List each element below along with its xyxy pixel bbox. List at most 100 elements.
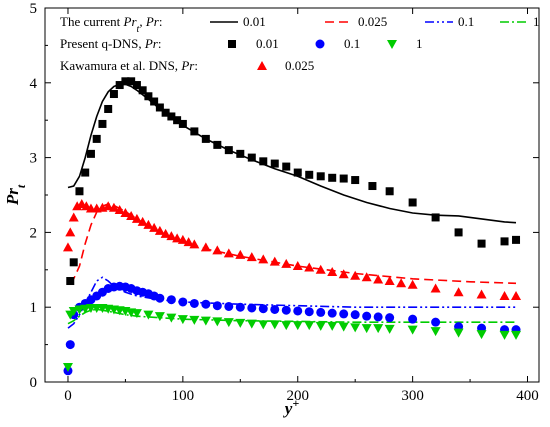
data-point [258, 304, 268, 314]
legend-marker [315, 39, 325, 49]
data-point [246, 252, 257, 262]
data-point [293, 168, 302, 177]
legend-marker-label: 0.1 [344, 36, 360, 51]
data-point [143, 310, 154, 320]
data-point [173, 116, 182, 125]
data-point [384, 324, 395, 334]
axis-titles: y+ Prt [3, 184, 299, 418]
data-point [281, 321, 292, 331]
data-point [120, 207, 131, 217]
data-point [385, 187, 394, 196]
data-point [235, 318, 246, 328]
data-point [373, 274, 384, 284]
data-point [259, 157, 268, 166]
data-point [454, 228, 463, 237]
data-point [178, 119, 187, 128]
data-point [92, 134, 101, 143]
data-point [172, 233, 183, 243]
data-point [328, 173, 337, 182]
legend-marker [257, 61, 267, 70]
data-point [500, 237, 509, 246]
data-point [281, 258, 292, 268]
legend-marker-label: 1 [416, 36, 423, 51]
data-point [476, 289, 487, 299]
data-point [223, 318, 234, 328]
data-point [396, 278, 407, 288]
data-point [270, 304, 280, 314]
data-point [368, 182, 377, 191]
data-point [431, 317, 441, 327]
line-series-pr-0_1 [67, 276, 516, 329]
data-point [126, 210, 137, 220]
data-point [512, 235, 521, 244]
data-point [338, 322, 349, 332]
data-point [189, 239, 200, 249]
data-point [270, 159, 279, 168]
data-point [167, 112, 176, 121]
data-point [292, 321, 303, 331]
data-point [201, 134, 210, 143]
data-point [160, 228, 171, 238]
legend-row-model: The current Prt, Pr: [60, 14, 162, 35]
data-point [66, 277, 75, 286]
data-point [143, 219, 154, 229]
data-point [246, 319, 257, 329]
data-point [166, 295, 176, 305]
data-point [247, 153, 256, 162]
data-point [293, 306, 303, 316]
data-point [223, 248, 234, 258]
data-point [339, 174, 348, 183]
data-point [350, 270, 361, 280]
y-tick-label: 1 [30, 300, 38, 316]
data-point [269, 320, 280, 330]
data-point [327, 321, 338, 331]
data-point [407, 325, 418, 335]
y-tick-label: 0 [30, 375, 38, 391]
data-point [103, 201, 114, 211]
data-point [149, 222, 160, 232]
data-point [224, 146, 233, 155]
legend-line-label: 0.01 [243, 14, 266, 29]
data-point [235, 302, 245, 312]
data-point [477, 239, 486, 248]
y-tick-label: 2 [30, 225, 38, 241]
data-point [281, 305, 291, 315]
data-point [190, 127, 199, 136]
legend-line-label: 1 [533, 14, 540, 29]
data-point [177, 234, 188, 244]
data-point [351, 176, 360, 185]
data-point [315, 264, 326, 274]
data-point [81, 168, 90, 177]
data-point [177, 315, 188, 325]
data-point [144, 92, 153, 101]
data-point [68, 306, 79, 316]
data-point [476, 330, 487, 340]
x-tick-label: 0 [64, 388, 72, 404]
line-series-pr-1 [67, 308, 516, 325]
data-point [212, 317, 223, 327]
x-tick-label: 300 [401, 388, 424, 404]
data-point [155, 103, 164, 112]
data-point [408, 198, 417, 207]
data-point [212, 301, 222, 311]
legend-marker-label: 0.01 [256, 36, 279, 51]
y-tick-label: 3 [30, 151, 38, 167]
data-point [86, 149, 95, 158]
data-point [189, 298, 199, 308]
data-point [361, 324, 372, 334]
legend-line-label: 0.1 [458, 14, 474, 29]
data-point [138, 86, 147, 95]
data-point [350, 310, 360, 320]
data-point [304, 321, 315, 331]
data-point [154, 312, 165, 322]
legend-row-qdns: Present q-DNS, Pr: [60, 36, 161, 51]
data-point [183, 237, 194, 247]
data-point [235, 249, 246, 259]
axis-ticks: 0 100 200 300 400 0 1 2 3 4 5 [30, 1, 539, 404]
data-point [150, 97, 159, 106]
legend-marker-label: 0.025 [285, 58, 314, 73]
data-point [178, 297, 188, 307]
data-point [338, 269, 349, 279]
data-point [75, 187, 84, 196]
